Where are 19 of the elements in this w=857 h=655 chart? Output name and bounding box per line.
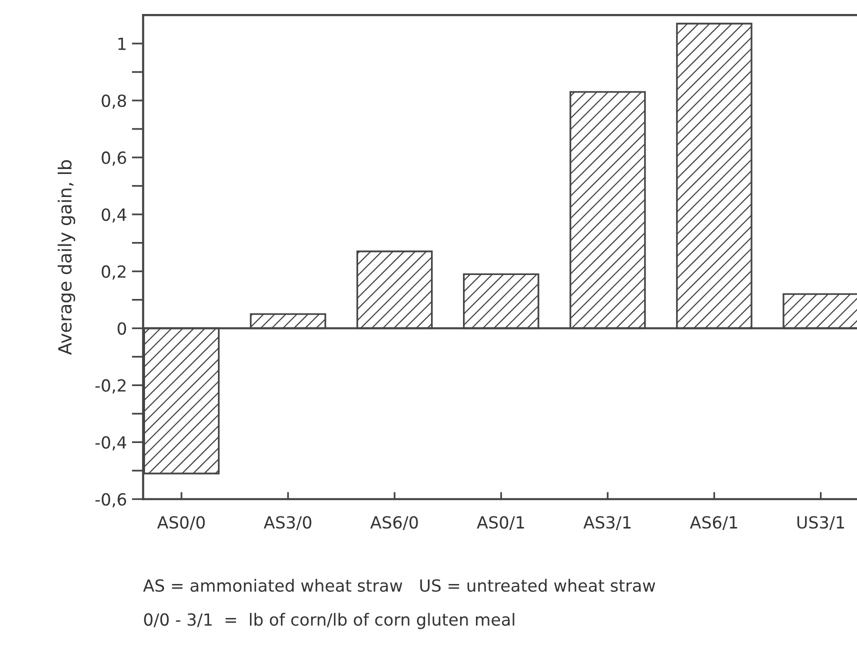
y-tick-label: 0,4 [102,208,126,223]
x-tick-label: AS3/1 [583,516,631,530]
text: 0/0 - 3/1 = lb of corn/lb of corn gluten meal [144,612,514,630]
y-tick-label: -0,4 [95,436,126,450]
text: AS = ammoniated wheat straw US = untreated wheat straw [143,578,656,592]
x-tick-label: AS0/0 [157,516,205,530]
y-tick-label: 1 [118,38,126,50]
y-tick-label: -0,6 [95,493,126,508]
y-tick-label: 0,2 [102,265,126,280]
y-axis-title: Average daily gain, lb [58,160,76,355]
y-tick-label: -0,2 [95,379,126,394]
x-tick-label: US3/1 [797,516,844,530]
x-tick-label: AS0/1 [476,516,524,530]
y-tick-label: 0,6 [102,151,126,166]
x-tick-label: AS3/0 [264,516,312,530]
x-tick-label: AS6/1 [690,516,738,530]
y-tick-label: 0 [118,322,126,335]
x-tick-label: AS6/0 [370,516,418,530]
y-tick-label: 0,8 [102,94,126,109]
